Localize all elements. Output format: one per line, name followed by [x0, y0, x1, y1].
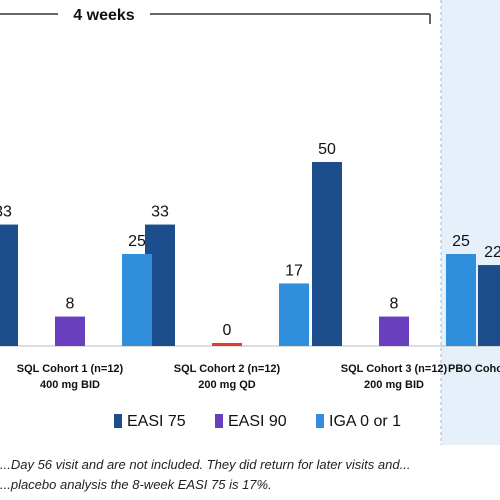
category-dose-label-1: 400 mg BID	[40, 379, 100, 391]
value-label-easi-90-group-1: 8	[66, 296, 75, 313]
placebo-panel	[441, 0, 500, 445]
legend-swatch-easi90	[215, 414, 223, 428]
category-dose-label-3: 200 mg BID	[364, 379, 424, 391]
category-label-4: PBO Cohort	[448, 363, 500, 375]
bar-easi-90-group-2	[212, 343, 242, 346]
footnote-line-2: ...placebo analysis the 8-week EASI 75 i…	[0, 477, 272, 492]
bar-iga-0-or-1-group-1	[122, 254, 152, 346]
legend-swatch-iga	[316, 414, 324, 428]
legend-swatch-easi75	[114, 414, 122, 428]
value-label-iga-0-or-1-group-3: 25	[452, 233, 470, 250]
bar-easi-90-group-3	[379, 316, 409, 346]
footnote-line-1: ...Day 56 visit and are not included. Th…	[0, 457, 411, 472]
value-label-easi-75-group-2: 33	[151, 204, 169, 221]
bar-iga-0-or-1-group-2	[279, 283, 309, 346]
bar-iga-0-or-1-group-3	[446, 254, 476, 346]
bar-easi-90-group-1	[55, 316, 85, 346]
legend: EASI 75 EASI 90 IGA 0 or 1	[114, 413, 401, 430]
value-label-iga-0-or-1-group-1: 25	[128, 233, 146, 250]
bar-easi-75-group-4	[478, 265, 500, 346]
bar-easi-75-group-1	[0, 224, 18, 346]
category-label-2: SQL Cohort 2 (n=12)	[174, 363, 281, 375]
category-label-1: SQL Cohort 1 (n=12)	[17, 363, 124, 375]
bar-easi-75-group-3	[312, 162, 342, 346]
value-label-easi-90-group-3: 8	[390, 296, 399, 313]
value-label-iga-0-or-1-group-2: 17	[285, 262, 303, 279]
bracket-label: 4 weeks	[73, 7, 134, 24]
value-label-easi-75-group-1: 33	[0, 204, 12, 221]
value-label-easi-75-group-3: 50	[318, 141, 336, 158]
legend-label-iga: IGA 0 or 1	[329, 413, 401, 430]
category-dose-label-2: 200 mg QD	[198, 379, 256, 391]
category-label-3: SQL Cohort 3 (n=12)	[341, 363, 448, 375]
weeks-bracket: 4 weeks	[0, 7, 431, 24]
value-label-easi-75-group-4: 22	[484, 244, 500, 261]
legend-label-easi75: EASI 75	[127, 413, 186, 430]
value-label-easi-90-group-2: 0	[223, 322, 232, 339]
legend-label-easi90: EASI 90	[228, 413, 287, 430]
